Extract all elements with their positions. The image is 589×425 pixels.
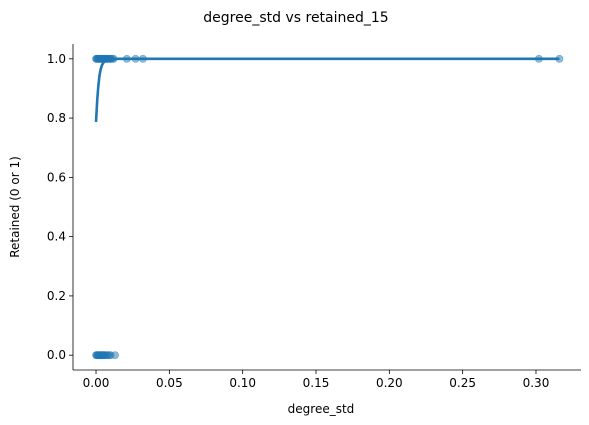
x-tick-label: 0.00 <box>83 376 110 390</box>
plot-area <box>92 54 564 360</box>
x-tick-label: 0.20 <box>376 376 403 390</box>
x-tick-label: 0.15 <box>303 376 330 390</box>
y-tick-label: 0.2 <box>47 289 66 303</box>
data-point <box>111 351 119 360</box>
y-axis: 0.0 0.2 0.4 0.6 0.8 1.0 <box>47 44 74 370</box>
fit-line <box>94 57 560 123</box>
y-tick-label: 0.6 <box>47 170 66 184</box>
x-tick-label: 0.25 <box>449 376 476 390</box>
x-tick-label: 0.05 <box>156 376 183 390</box>
y-tick-label: 0.4 <box>47 230 66 244</box>
y-axis-label: Retained (0 or 1) <box>8 156 22 258</box>
x-axis: 0.00 0.05 0.10 0.15 0.20 0.25 0.30 <box>73 369 581 390</box>
x-tick-label: 0.10 <box>229 376 256 390</box>
y-tick-label: 0.0 <box>47 348 66 362</box>
y-tick-label: 1.0 <box>47 52 66 66</box>
y-tick-label: 0.8 <box>47 111 66 125</box>
x-axis-label: degree_std <box>288 402 355 416</box>
chart-title: degree_std vs retained_15 <box>203 10 388 26</box>
x-tick-label: 0.30 <box>523 376 550 390</box>
